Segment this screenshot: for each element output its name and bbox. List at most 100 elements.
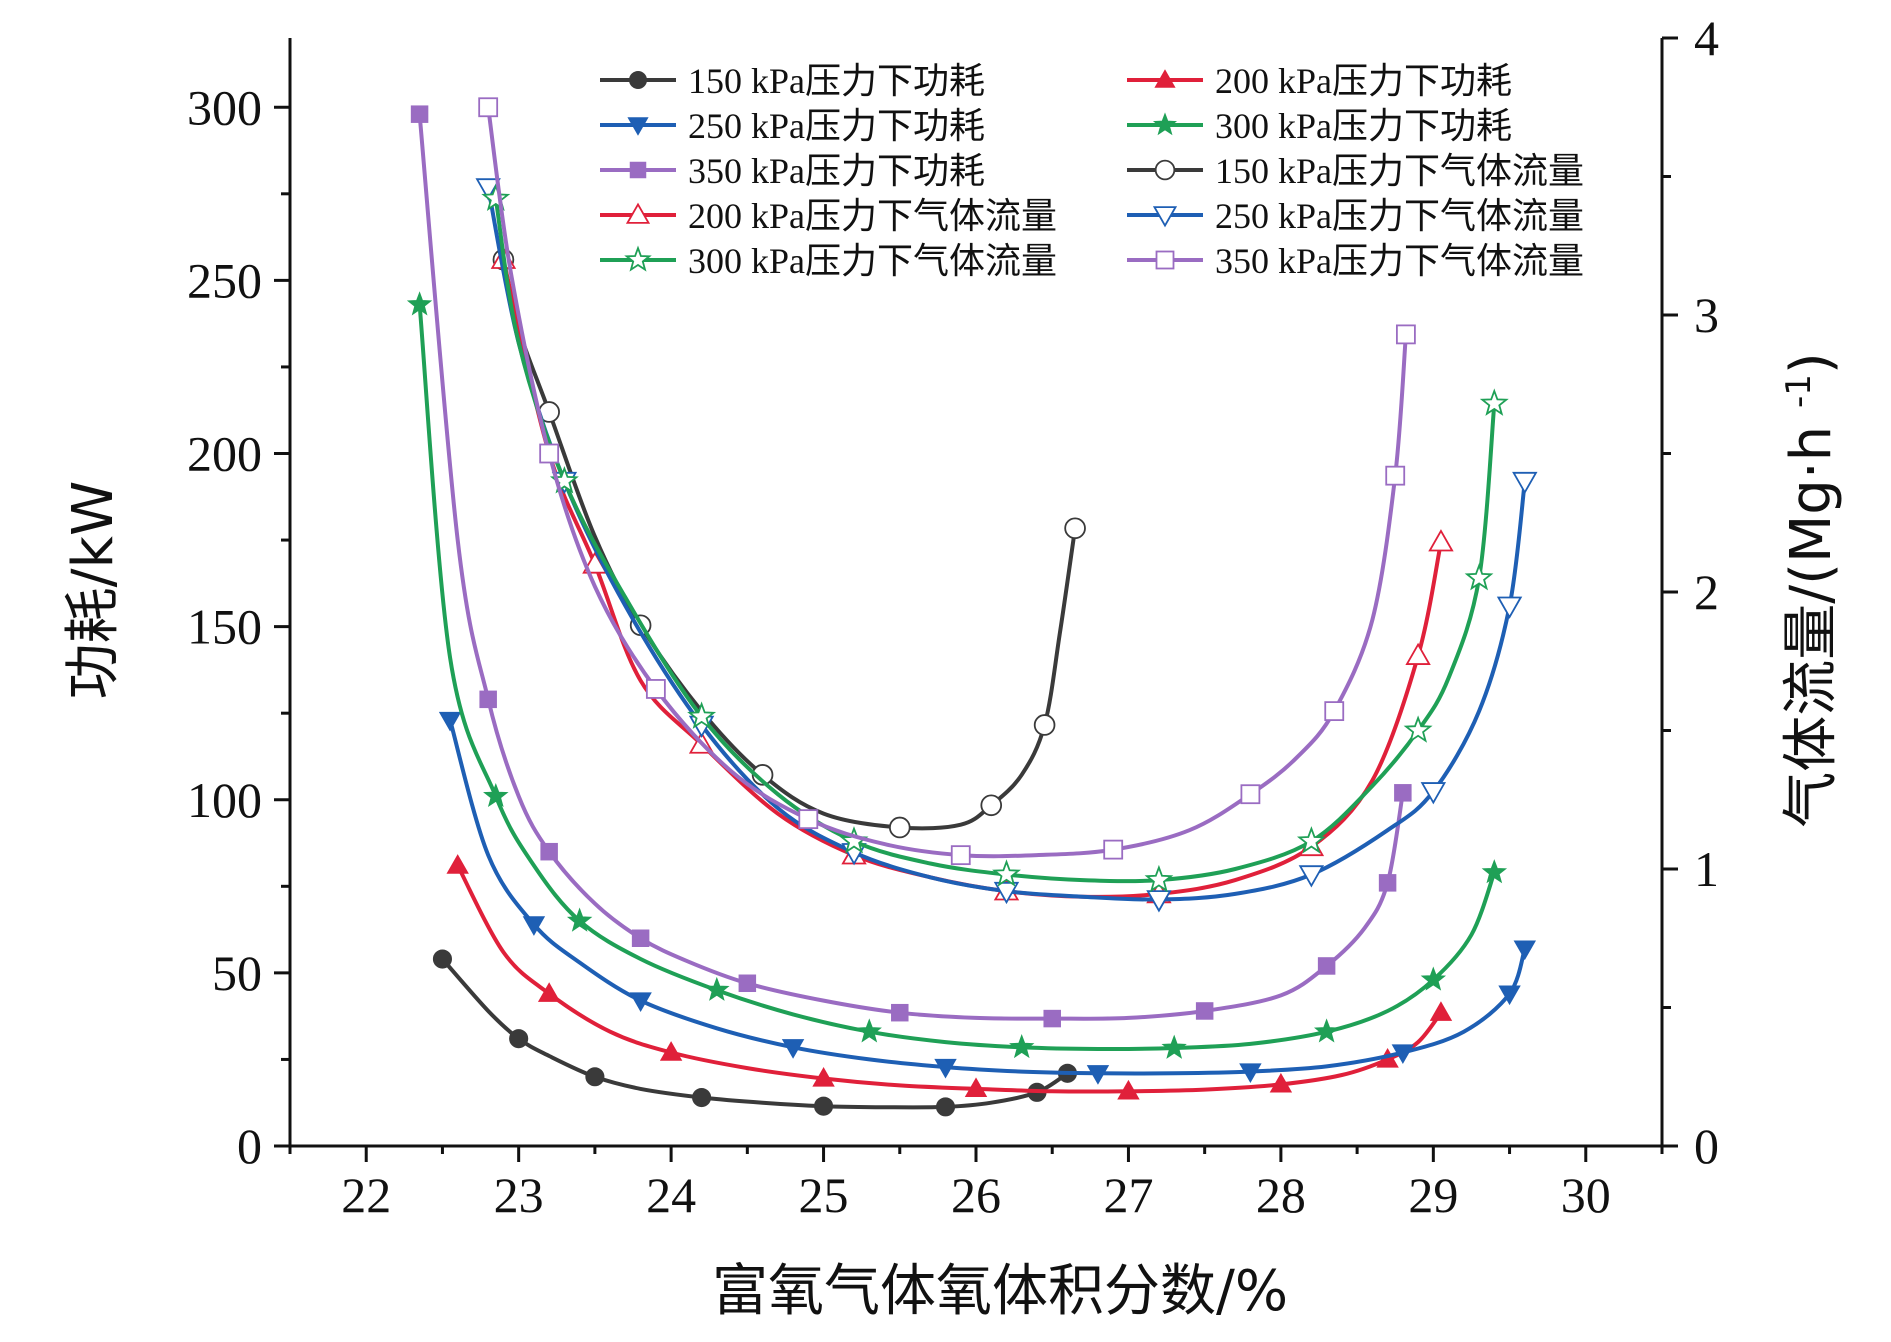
series-line — [455, 863, 1443, 1094]
legend-item: 200 kPa压力下气体流量 — [600, 196, 1057, 236]
data-point — [1269, 1072, 1293, 1093]
legend-item: 200 kPa压力下功耗 — [1127, 61, 1512, 101]
series-line — [493, 196, 1497, 884]
data-point — [1298, 865, 1325, 888]
series-3 — [438, 711, 1537, 1085]
x-tick-label: 26 — [951, 1167, 1001, 1223]
x-tick-label: 29 — [1408, 1167, 1458, 1223]
data-point — [483, 782, 509, 808]
legend-label: 250 kPa压力下气体流量 — [1215, 196, 1584, 236]
y2-tick-label: 4 — [1694, 10, 1719, 66]
data-point — [1086, 1065, 1110, 1085]
legend-swatch-marker — [1154, 69, 1176, 88]
legend-label: 150 kPa压力下气体流量 — [1215, 151, 1584, 191]
data-point — [540, 842, 558, 861]
legend-swatch-marker — [1152, 112, 1178, 136]
series-5 — [410, 105, 1412, 1028]
x-tick-label: 23 — [494, 1167, 544, 1223]
y-tick-label: 0 — [237, 1118, 262, 1174]
data-point — [629, 992, 652, 1013]
data-point — [1385, 465, 1406, 486]
data-point — [993, 881, 1020, 905]
series-8 — [475, 178, 1538, 913]
data-point — [798, 809, 819, 830]
data-point — [1378, 874, 1397, 892]
legend-swatch-marker — [1154, 159, 1176, 181]
data-point — [1161, 1034, 1187, 1059]
data-point — [1296, 826, 1326, 854]
series-7 — [490, 246, 1454, 904]
data-point — [1324, 701, 1345, 722]
legend-item: 250 kPa压力下功耗 — [600, 106, 985, 146]
data-point — [585, 1067, 605, 1087]
data-point — [964, 1077, 988, 1098]
data-point — [1479, 388, 1509, 416]
legend-label: 300 kPa压力下功耗 — [1215, 106, 1512, 146]
data-point — [406, 291, 433, 316]
data-point — [934, 1058, 957, 1079]
y-tick-label: 200 — [187, 426, 262, 482]
y-axis-right-title-superscript: -1 — [1779, 374, 1819, 408]
data-point — [1195, 1002, 1214, 1020]
series-line — [501, 257, 1443, 899]
y-tick-label: 250 — [187, 252, 262, 308]
data-point — [1117, 1079, 1140, 1100]
data-point — [1420, 782, 1447, 805]
data-point — [1009, 1033, 1035, 1059]
legend-label: 350 kPa压力下气体流量 — [1215, 241, 1584, 281]
series-line — [501, 257, 1078, 831]
x-tick-label: 22 — [341, 1167, 391, 1223]
data-point — [1033, 714, 1056, 736]
y-tick-label: 50 — [212, 945, 262, 1001]
data-point — [645, 679, 666, 699]
legend-item: 300 kPa压力下气体流量 — [600, 241, 1057, 281]
legend-swatch-marker — [1152, 206, 1178, 228]
data-point — [537, 982, 561, 1002]
data-point — [509, 1029, 529, 1049]
data-point — [1403, 715, 1433, 743]
series-2 — [446, 854, 1453, 1100]
x-tick-label: 28 — [1256, 1167, 1306, 1223]
data-point — [687, 701, 717, 729]
data-point — [812, 1067, 835, 1087]
y2-tick-label: 2 — [1694, 564, 1719, 620]
legend-item: 350 kPa压力下气体流量 — [1127, 241, 1584, 281]
data-point — [891, 1003, 909, 1022]
legend-label: 150 kPa压力下功耗 — [688, 61, 985, 101]
data-point — [1395, 324, 1416, 345]
data-point — [1428, 529, 1454, 552]
data-point — [1239, 1063, 1262, 1083]
data-point — [1240, 784, 1261, 805]
data-point — [814, 1096, 834, 1116]
y-axis-right-title-close: ) — [1779, 352, 1844, 374]
y-tick-label: 300 — [187, 79, 262, 135]
data-point — [566, 907, 593, 932]
data-point — [475, 178, 501, 201]
data-point — [1313, 1018, 1340, 1043]
legend-swatch-marker — [624, 245, 652, 272]
data-point — [692, 1087, 712, 1108]
y-tick-label: 100 — [187, 772, 262, 828]
y-tick-label: 150 — [187, 599, 262, 655]
y2-tick-label: 3 — [1694, 287, 1719, 343]
legend-swatch-marker — [629, 71, 647, 89]
data-point — [704, 976, 730, 1001]
x-tick-label: 24 — [646, 1167, 696, 1223]
data-point — [980, 794, 1003, 817]
legend-item: 350 kPa压力下功耗 — [600, 151, 985, 191]
x-tick-label: 27 — [1103, 1167, 1153, 1223]
legend-item: 150 kPa压力下气体流量 — [1127, 151, 1584, 191]
data-point — [781, 1039, 805, 1059]
data-point — [1496, 596, 1523, 619]
data-point — [1420, 966, 1447, 991]
data-point — [935, 1097, 956, 1117]
data-point — [1391, 1044, 1415, 1064]
data-point — [1043, 1009, 1061, 1028]
data-point — [1064, 517, 1086, 540]
data-point — [1146, 890, 1172, 913]
data-point — [856, 1018, 882, 1043]
y-axis-right-title-text: 气体流量/(Mg·h — [1779, 426, 1844, 828]
series-4 — [406, 291, 1508, 1059]
data-point — [992, 859, 1021, 887]
